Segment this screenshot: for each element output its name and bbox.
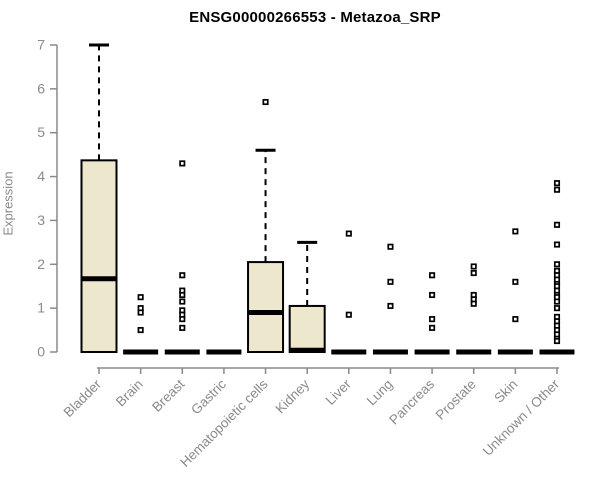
outlier-point	[512, 278, 519, 285]
x-tick-label-unknown-other: Unknown / Other	[480, 376, 563, 459]
x-tick-label-breast: Breast	[149, 376, 187, 414]
collapsed-box	[372, 349, 408, 355]
outlier-point	[553, 261, 561, 268]
y-tick-label: 2	[37, 256, 45, 272]
y-tick-label: 1	[37, 300, 45, 316]
x-tick-label-pancreas: Pancreas	[386, 376, 437, 427]
boxplot-bladder	[80, 43, 118, 353]
collapsed-box	[331, 349, 367, 355]
collapsed-box	[206, 349, 242, 355]
boxplot-hematopoietic-cells	[247, 98, 285, 354]
y-tick-label: 6	[37, 80, 45, 96]
chart-title: ENSG00000266553 - Metazoa_SRP	[189, 9, 441, 26]
outlier-point	[470, 300, 477, 307]
outlier-point	[512, 228, 519, 235]
outlier-point	[179, 324, 186, 331]
outlier-point	[429, 316, 436, 323]
outlier-point	[553, 180, 561, 187]
outlier-point	[512, 316, 519, 323]
outlier-point	[429, 272, 436, 279]
outlier-point	[387, 302, 394, 310]
collapsed-box	[123, 349, 159, 355]
outlier-point	[553, 221, 561, 228]
collapsed-box	[497, 349, 533, 355]
outlier-point	[179, 298, 186, 305]
x-tick-label-skin: Skin	[491, 377, 520, 406]
outlier-point	[387, 243, 394, 250]
x-tick-label-lung: Lung	[364, 377, 396, 409]
outlier-point	[345, 230, 352, 237]
y-tick-label: 7	[37, 37, 45, 53]
outlier-point	[137, 294, 144, 301]
outlier-point	[262, 98, 269, 106]
outlier-point	[470, 263, 477, 270]
outlier-point	[553, 298, 561, 305]
boxplot-breast	[164, 160, 200, 355]
outlier-point	[553, 241, 561, 248]
outlier-point	[429, 324, 436, 331]
boxplot-kidney	[288, 240, 326, 354]
collapsed-box	[456, 349, 492, 355]
boxplot-gastric	[206, 349, 242, 355]
boxplot-liver	[331, 230, 367, 355]
box	[247, 261, 285, 354]
outlier-point	[179, 160, 186, 167]
outlier-point	[137, 309, 144, 316]
outlier-point	[553, 186, 561, 193]
outlier-point	[553, 305, 561, 312]
y-tick-label: 4	[37, 168, 45, 184]
x-tick-label-brain: Brain	[113, 377, 146, 410]
collapsed-box	[539, 349, 575, 355]
x-tick-label-liver: Liver	[323, 376, 355, 408]
outlier-point	[179, 272, 186, 279]
outlier-point	[429, 291, 436, 299]
outlier-point	[553, 337, 561, 345]
box	[80, 159, 118, 353]
boxplot-pancreas	[414, 272, 450, 355]
x-tick-label-prostate: Prostate	[433, 377, 479, 423]
y-tick-label: 5	[37, 124, 45, 140]
collapsed-box	[164, 349, 200, 355]
boxplot-brain	[123, 294, 159, 355]
outlier-point	[345, 311, 352, 318]
boxplot-skin	[497, 228, 533, 355]
box	[288, 304, 326, 354]
outlier-point	[179, 316, 186, 323]
boxplot-unknown-other	[539, 180, 575, 355]
outlier-point	[470, 270, 477, 277]
collapsed-box	[414, 349, 450, 355]
x-tick-label-kidney: Kidney	[273, 376, 313, 416]
y-tick-label: 3	[37, 212, 45, 228]
outlier-point	[179, 291, 186, 299]
outlier-point	[387, 278, 394, 285]
boxplot-lung	[372, 243, 408, 355]
outlier-point	[137, 327, 144, 334]
x-tick-label-bladder: Bladder	[61, 376, 105, 420]
boxplot-prostate	[456, 263, 492, 355]
x-tick-label-gastric: Gastric	[188, 376, 229, 417]
y-tick-label: 0	[37, 344, 45, 360]
